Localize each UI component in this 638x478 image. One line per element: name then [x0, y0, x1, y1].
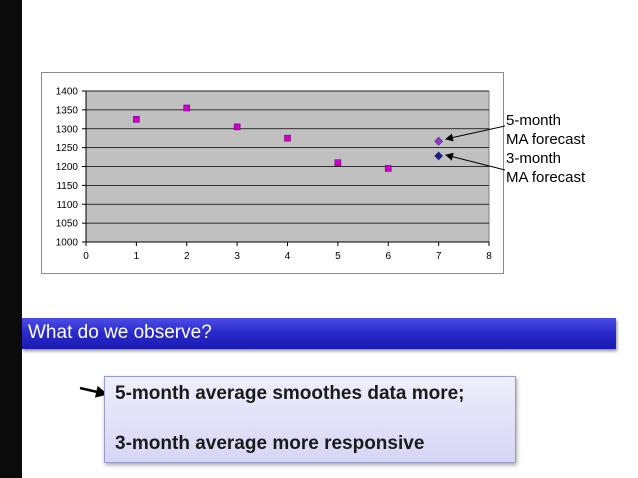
y-tick-label-1250: 1250 — [56, 143, 79, 154]
annotation-3-month-line1: 3-month — [506, 150, 562, 167]
observation-box: 5-month average smoothes data more; 3-mo… — [104, 376, 516, 463]
forecast-point-s1-0 — [434, 136, 444, 146]
y-tick-label-1100: 1100 — [56, 200, 78, 211]
observation-line-1: 5-month average smoothes data more; — [115, 383, 465, 404]
left-accent-bar — [0, 0, 22, 478]
y-tick-label-1150: 1150 — [56, 181, 78, 192]
annotation-3-month: 3-month MA forecast — [506, 149, 585, 187]
data-point-s0-2 — [233, 123, 241, 131]
x-tick-label-7: 7 — [436, 251, 442, 262]
data-point-s0-5 — [384, 165, 392, 172]
data-point-s0-1 — [183, 104, 191, 112]
bullet-arrow — [79, 385, 108, 398]
x-tick-label-3: 3 — [234, 251, 240, 262]
scatter-chart: 1000 1050 1100 1150 1200 1250 1300 1350 1400 0 1 2 3… — [56, 87, 492, 263]
x-tick-label-1: 1 — [134, 251, 140, 262]
data-point-s0-4 — [334, 159, 342, 167]
x-tick-label-2: 2 — [184, 251, 190, 262]
x-tick-label-6: 6 — [385, 251, 391, 262]
chart-frame: 1000 1050 1100 1150 1200 1250 1300 1350 1400 0 1 2 3… — [41, 72, 504, 274]
data-point-s0-3 — [284, 134, 291, 142]
x-tick-label-8: 8 — [486, 251, 492, 262]
annotation-5-month: 5-month MA forecast — [506, 111, 585, 149]
y-tick-label-1000: 1000 — [56, 238, 79, 249]
x-tick-label-5: 5 — [335, 251, 341, 262]
annotation-5-month-line1: 5-month — [506, 112, 562, 129]
forecast-point-s2-0 — [434, 151, 444, 161]
y-tick-label-1400: 1400 — [56, 87, 79, 98]
section-banner: What do we observe? — [22, 318, 616, 349]
y-tick-label-1200: 1200 — [56, 162, 79, 173]
x-tick-label-0: 0 — [83, 251, 89, 262]
observation-line-2: 3-month average more responsive — [115, 433, 425, 454]
y-tick-label-1300: 1300 — [56, 124, 79, 135]
y-tick-label-1050: 1050 — [56, 219, 79, 230]
annotation-3-month-line2: MA forecast — [506, 169, 586, 186]
x-tick-label-4: 4 — [285, 251, 291, 262]
annotation-5-month-line2: MA forecast — [506, 131, 586, 148]
y-tick-label-1350: 1350 — [56, 105, 79, 116]
banner-title: What do we observe? — [28, 322, 212, 343]
data-point-s0-0 — [133, 116, 140, 123]
